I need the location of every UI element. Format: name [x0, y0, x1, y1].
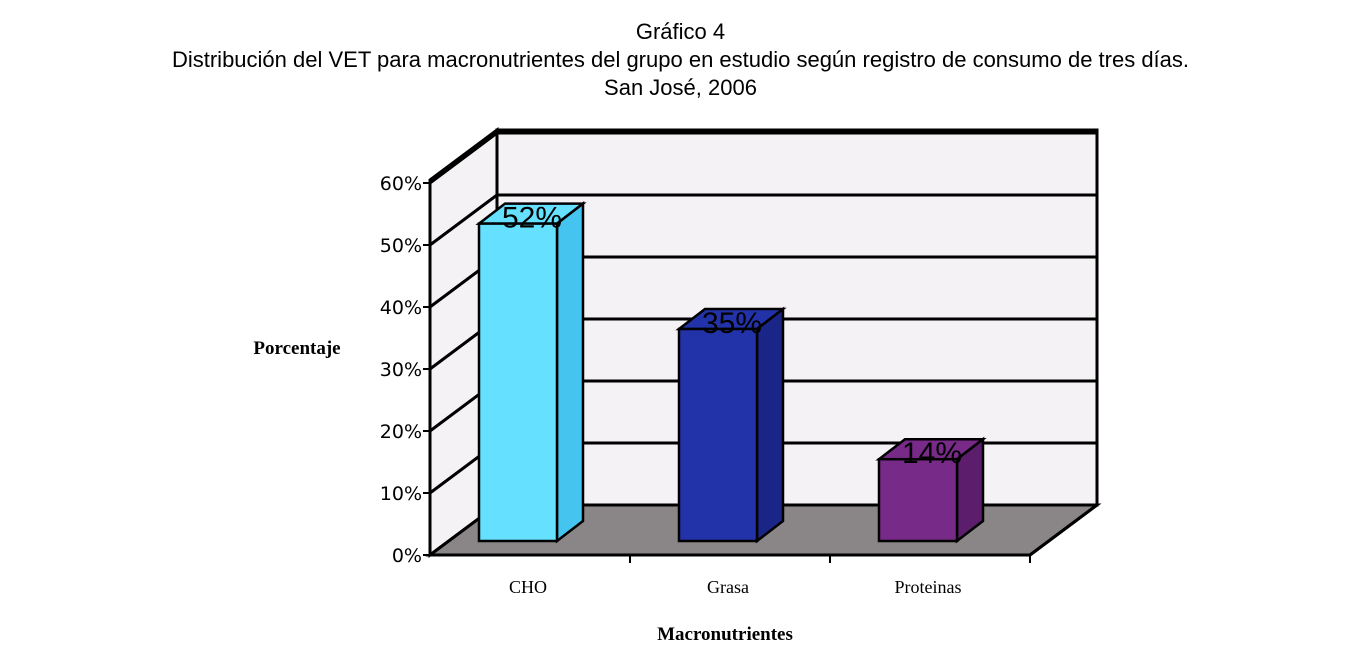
- bar-side: [555, 201, 585, 544]
- data-label: 52%: [502, 202, 562, 235]
- bar-side: [755, 306, 785, 544]
- y-tick-label: 50%: [380, 235, 422, 257]
- data-label: 35%: [702, 307, 762, 340]
- x-tick-label: Grasa: [707, 577, 749, 597]
- x-axis-title: Macronutrientes: [657, 624, 793, 645]
- y-tick-label: 60%: [380, 173, 422, 195]
- gridline-side: [429, 131, 498, 185]
- gridline-side: [429, 193, 498, 247]
- x-tick-label: Proteinas: [895, 577, 962, 597]
- floor-edge: [1029, 503, 1098, 557]
- bar-front: [677, 327, 759, 543]
- y-tick-label: 30%: [380, 359, 422, 381]
- bar-proteinas: 14%: [875, 436, 987, 544]
- y-tick-label: 40%: [380, 297, 422, 319]
- bar-cho: 52%: [475, 201, 587, 544]
- axes: 0% 10% 20% 30% 40% 50% 60% CHO Grasa Proteinas: [380, 173, 1098, 597]
- gridlines: [429, 131, 1097, 495]
- bar-front: [477, 222, 559, 543]
- x-tick-label: CHO: [509, 577, 547, 597]
- data-label: 14%: [902, 437, 962, 470]
- bar-grasa: 35%: [675, 306, 787, 544]
- chart-title: Gráfico 4: [635, 19, 726, 44]
- y-axis-title: Porcentaje: [253, 338, 340, 359]
- chart-subtitle-location: San José, 2006: [604, 75, 757, 100]
- chart-title-block: Gráfico 4 Distribución del VET para macr…: [0, 18, 1361, 102]
- y-tick-label: 10%: [380, 483, 422, 505]
- y-tick-label: 0%: [392, 545, 422, 567]
- chart-subtitle: Distribución del VET para macronutriente…: [171, 47, 1190, 72]
- bar-front: [877, 457, 959, 543]
- bars: 52% 35% 14%: [475, 201, 987, 544]
- y-tick-label: 20%: [380, 421, 422, 443]
